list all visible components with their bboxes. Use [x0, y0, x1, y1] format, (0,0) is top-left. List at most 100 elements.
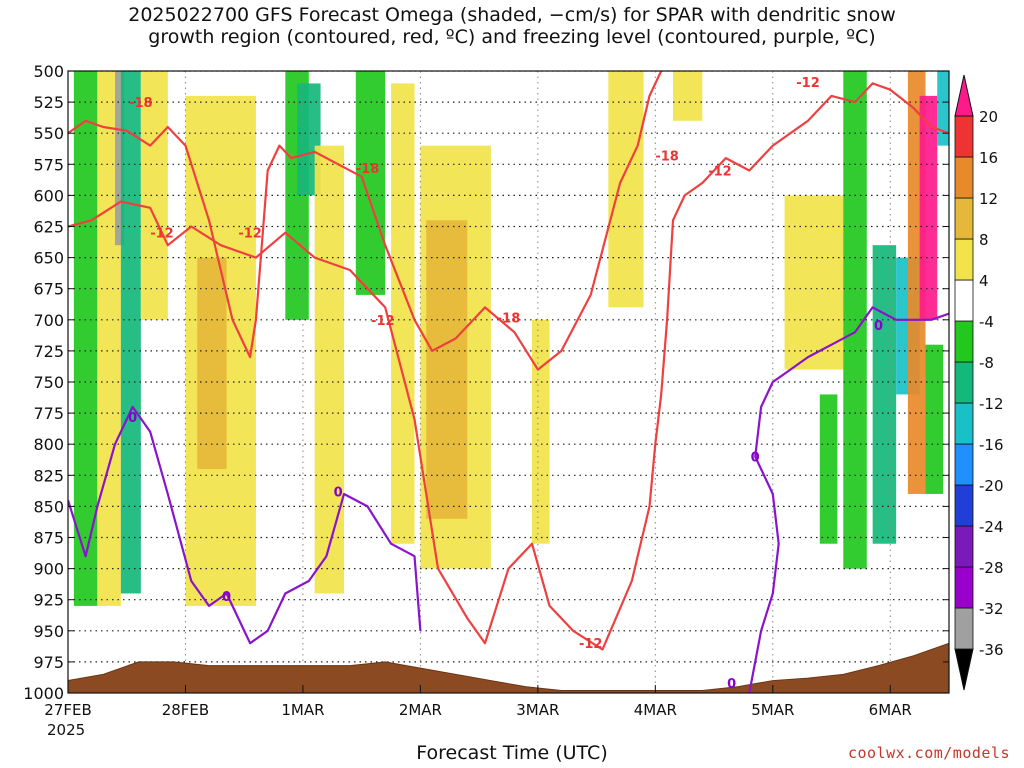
source-credit: coolwx.com/models [847, 744, 1010, 762]
x-tick-label: 28FEB [162, 701, 209, 719]
colorbar-tick-label: -16 [979, 436, 1004, 454]
contour-label: -12 [150, 227, 174, 242]
colorbar-box [954, 402, 974, 445]
colorbar-box [954, 607, 974, 650]
colorbar-tick-label: -24 [979, 518, 1004, 536]
contour-label: 0 [334, 485, 343, 500]
omega-shade-patch [197, 257, 227, 470]
contour-label: 0 [222, 590, 231, 605]
colorbar-box [954, 279, 974, 322]
x-tick-label: 27FEB [44, 701, 91, 719]
colorbar-tick-label: -8 [979, 354, 994, 372]
y-tick-label: 725 [33, 342, 64, 361]
omega-shade-patch [426, 220, 468, 519]
y-tick-label: 1000 [23, 684, 64, 703]
y-tick-label: 650 [33, 249, 64, 268]
omega-shade-patch [925, 344, 944, 494]
colorbar-tick-label: 16 [979, 149, 998, 167]
contour-label: -12 [796, 76, 820, 91]
colorbar-box [954, 156, 974, 199]
y-tick-label: 875 [33, 529, 64, 548]
contour-label: -12 [371, 314, 395, 329]
omega-shade-patch [531, 319, 550, 544]
colorbar-box [954, 115, 974, 158]
contour-label: -18 [129, 96, 153, 111]
contour-label: -12 [708, 165, 732, 180]
x-tick-label: 2MAR [399, 701, 442, 719]
contour-label: -12 [238, 227, 262, 242]
colorbar-tick-label: 12 [979, 190, 998, 208]
omega-shade-patch [919, 95, 938, 320]
y-tick-label: 575 [33, 155, 64, 174]
y-tick-label: 750 [33, 373, 64, 392]
y-tick-label: 825 [33, 466, 64, 485]
omega-shade-patch [314, 145, 345, 594]
x-tick-label: 6MAR [869, 701, 912, 719]
colorbar-tick-label: 4 [979, 272, 989, 290]
colorbar-end-triangle [954, 74, 974, 117]
omega-shade-patch [114, 71, 125, 246]
y-tick-label: 700 [33, 311, 64, 330]
y-tick-label: 800 [33, 435, 64, 454]
omega-shade-patch [608, 71, 644, 308]
x-axis-year-label: 2025 [47, 721, 86, 739]
y-tick-label: 975 [33, 653, 64, 672]
colorbar-tick-label: -28 [979, 559, 1004, 577]
y-tick-label: 950 [33, 622, 64, 641]
contour-label: -18 [356, 162, 380, 177]
y-tick-label: 925 [33, 591, 64, 610]
terrain-fill [68, 642, 949, 693]
omega-shade-patch [355, 71, 386, 295]
y-tick-label: 900 [33, 560, 64, 579]
omega-shade-patch [120, 71, 141, 594]
chart-title-line-2: growth region (contoured, red, ºC) and f… [148, 26, 876, 48]
colorbar-box [954, 525, 974, 568]
dgz-contour-line [68, 82, 949, 651]
omega-shade-patch [73, 71, 98, 606]
colorbar-box [954, 566, 974, 609]
colorbar-tick-label: -12 [979, 395, 1004, 413]
contour-label: 0 [727, 677, 736, 692]
freezing-level-contour-line [748, 306, 949, 693]
plot-layers: -18 -12 -12 -18 -12 -18 -18 -12 -12 -12 0 0 0 0 0 0 [68, 71, 949, 693]
x-axis-title: Forecast Time (UTC) [416, 742, 608, 764]
colorbar-end-triangle [954, 648, 974, 691]
colorbar-box [954, 361, 974, 404]
y-tick-label: 850 [33, 497, 64, 516]
y-tick-label: 625 [33, 218, 64, 237]
x-tick-label: 3MAR [516, 701, 559, 719]
contour-label: -18 [497, 311, 521, 326]
x-tick-label: 4MAR [634, 701, 677, 719]
y-tick-label: 525 [33, 93, 64, 112]
colorbar-tick-label: 8 [979, 231, 989, 249]
colorbar-tick-label: -4 [979, 313, 994, 331]
dgz-contour-line [68, 71, 663, 371]
chart-title-line-1: 2025022700 GFS Forecast Omega (shaded, −… [128, 4, 896, 26]
y-tick-label: 600 [33, 186, 64, 205]
omega-shade-patch [819, 394, 838, 544]
colorbar-tick-label: -32 [979, 600, 1004, 618]
x-tick-label: 5MAR [751, 701, 794, 719]
y-tick-label: 550 [33, 124, 64, 143]
colorbar-tick-label: -20 [979, 477, 1004, 495]
omega-shade-patch [937, 71, 949, 146]
colorbar-tick-label: -36 [979, 641, 1004, 659]
contour-label: 0 [128, 411, 137, 426]
colorbar-box [954, 197, 974, 240]
x-tick-label: 1MAR [281, 701, 324, 719]
colorbar-box [954, 320, 974, 363]
contour-label: 0 [874, 319, 883, 334]
colorbar-box [954, 443, 974, 486]
y-tick-label: 675 [33, 280, 64, 299]
contour-label: -12 [579, 637, 603, 652]
contour-label: 0 [751, 451, 760, 466]
y-tick-label: 775 [33, 404, 64, 423]
omega-shade-patch [672, 71, 703, 121]
colorbar-box [954, 484, 974, 527]
omega-shade-patch [784, 195, 844, 370]
contour-label: -18 [655, 150, 679, 165]
y-tick-label: 500 [33, 62, 64, 81]
freezing-level-contour-line [68, 405, 422, 645]
omega-shade-patch [391, 83, 415, 544]
